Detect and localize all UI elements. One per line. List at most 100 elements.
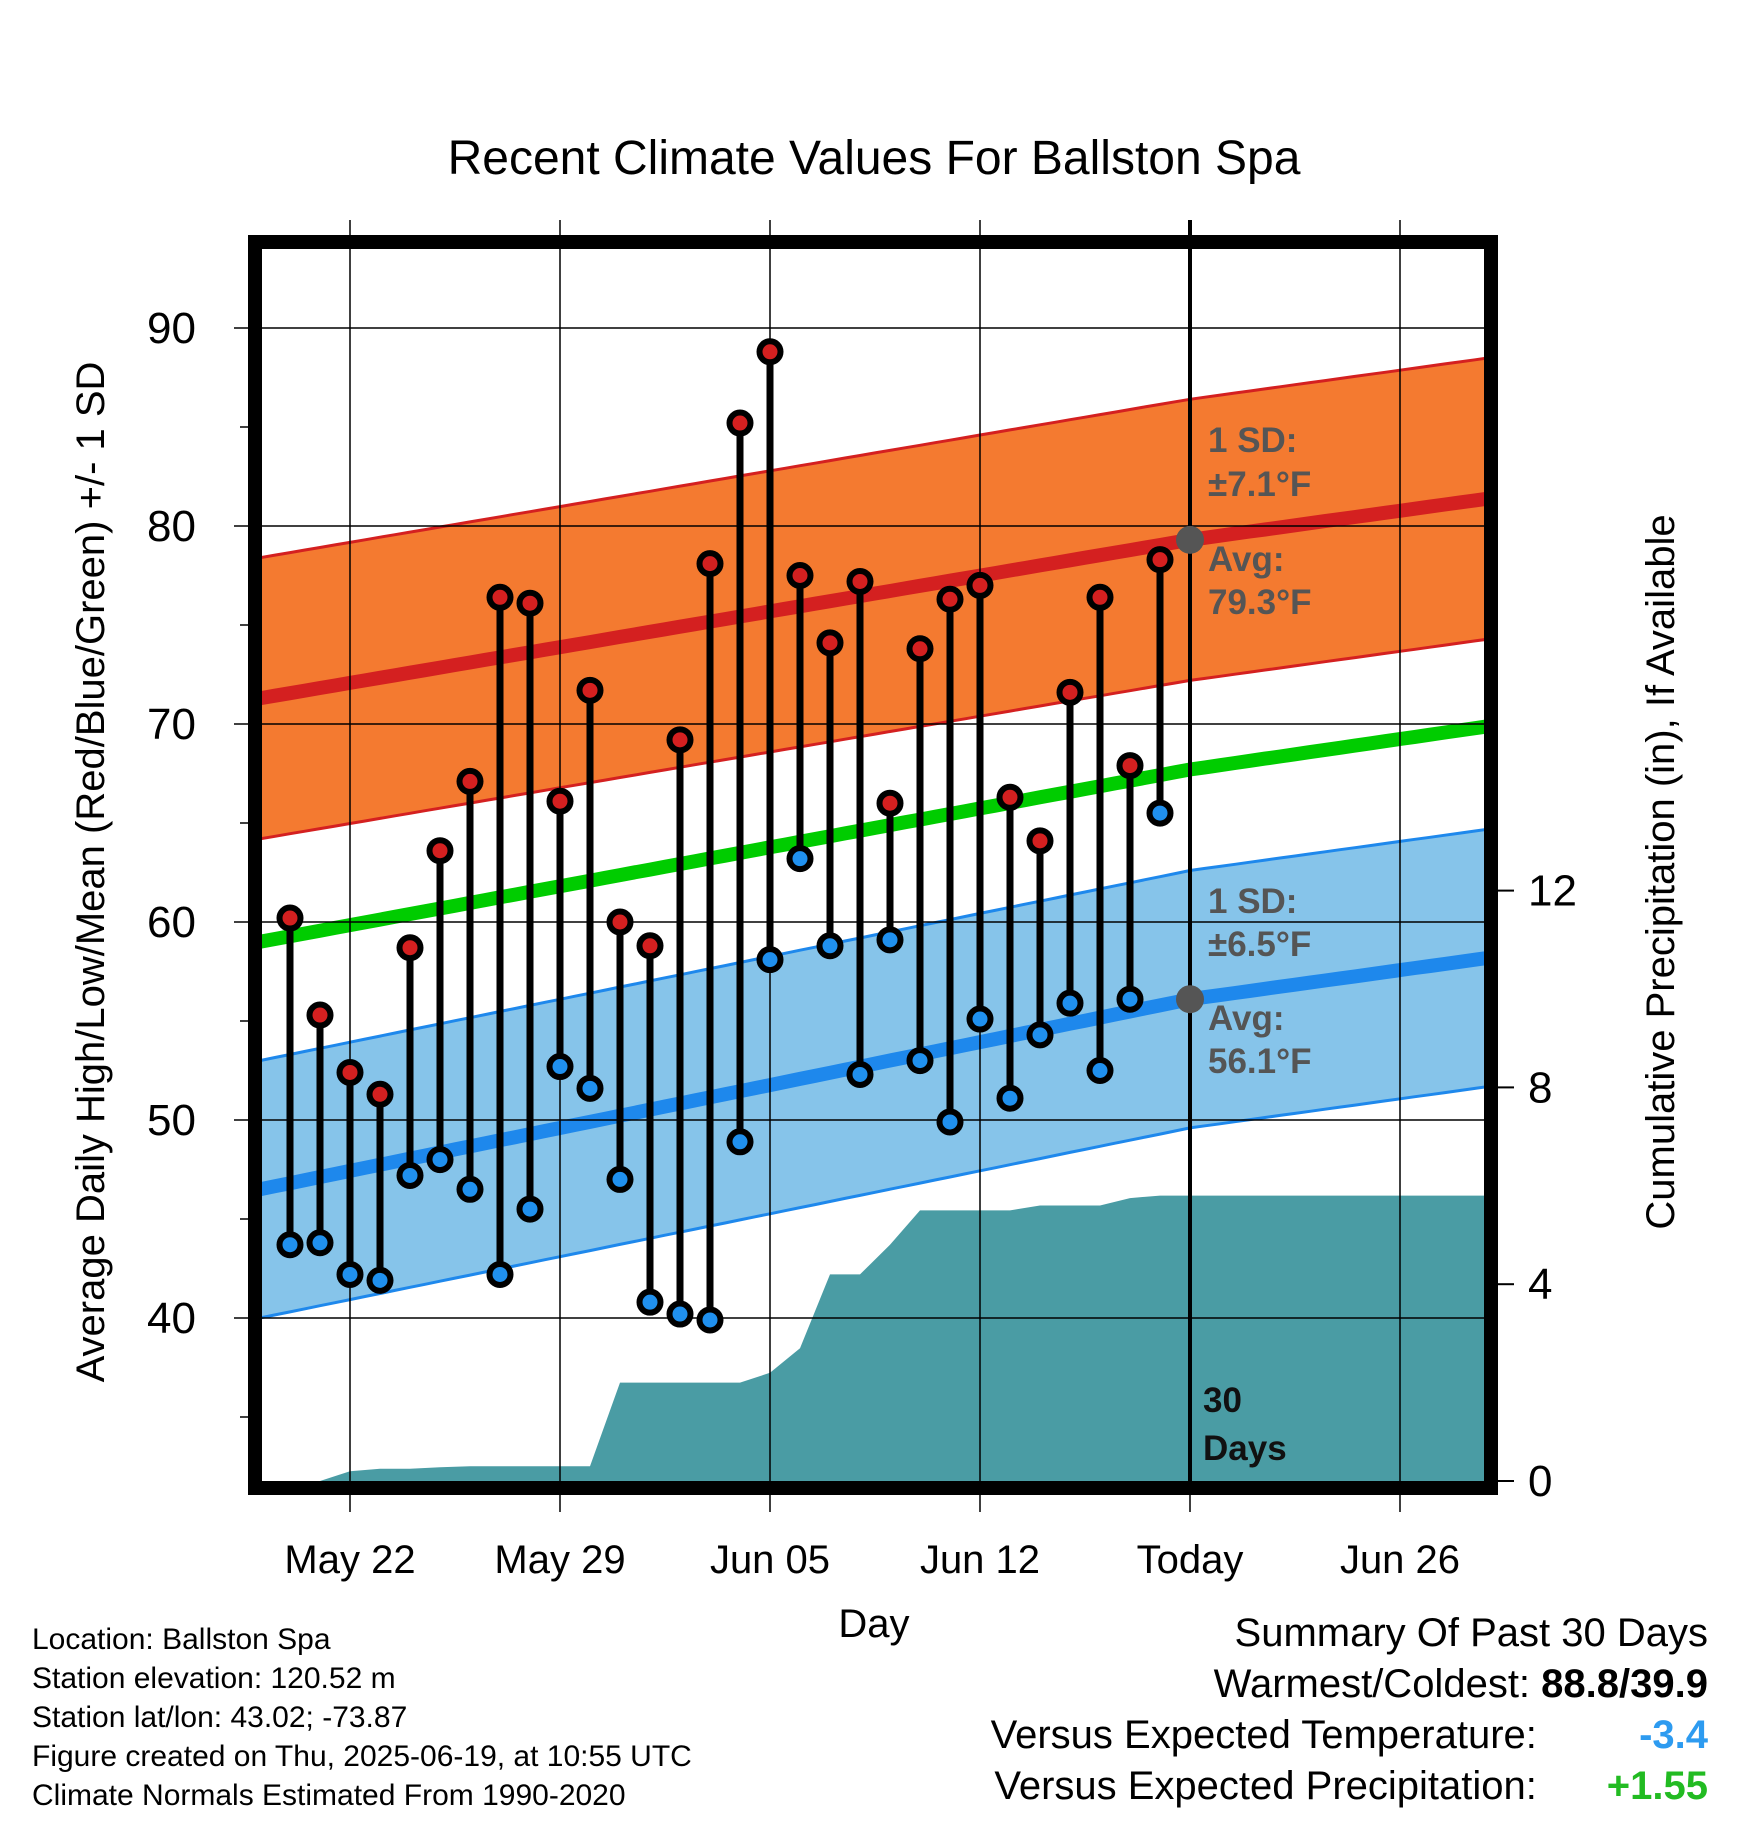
right-axis-tick-label: 8: [1528, 1063, 1552, 1112]
precip-anomaly-label: Versus Expected Precipitation:: [994, 1764, 1537, 1808]
daily-low-point: [276, 1231, 304, 1259]
daily-low-point: [726, 1128, 754, 1156]
low-avg-label: Avg:: [1208, 999, 1284, 1038]
left-axis-tick-label: 50: [147, 1096, 196, 1145]
y-axis-label-left: Average Daily High/Low/Mean (Red/Blue/Gr…: [69, 362, 113, 1383]
today-high-avg-marker: [1176, 525, 1204, 554]
low-sd-annotation: 1 SD: ±6.5°F Avg: 56.1°F: [1208, 882, 1312, 1081]
bottom-axis-tick-label: Jun 12: [920, 1538, 1040, 1582]
daily-high-point: [606, 908, 634, 936]
daily-low-point: [696, 1306, 724, 1334]
created-text: Figure created on Thu, 2025-06-19, at 10…: [32, 1740, 692, 1773]
period-annotation: 30 Days: [1203, 1381, 1287, 1468]
daily-low-point: [336, 1260, 364, 1288]
normal-high-band-upper-edge: [262, 357, 1484, 559]
left-axis-ticks: [234, 327, 248, 1418]
left-axis-tick-label: 80: [147, 502, 196, 551]
y-axis-label-right: Cumulative Precipitation (in), If Availa…: [1639, 514, 1683, 1229]
today-low-avg-marker: [1176, 985, 1204, 1014]
plot-frame: [248, 235, 1498, 1495]
right-axis-tick-label: 0: [1528, 1457, 1552, 1506]
daily-high-point: [816, 629, 844, 657]
daily-high-point: [1056, 678, 1084, 706]
daily-high-point: [1086, 583, 1114, 611]
chart-title: Recent Climate Values For Ballston Spa: [448, 132, 1301, 185]
daily-low-point: [816, 932, 844, 960]
daily-low-point: [546, 1053, 574, 1081]
daily-high-point: [696, 550, 724, 578]
normal-mean-line: [262, 719, 1484, 949]
daily-high-point: [726, 409, 754, 437]
daily-low-point: [486, 1260, 514, 1288]
daily-high-point: [1026, 827, 1054, 855]
period-count: 30: [1203, 1381, 1242, 1420]
bottom-axis-tick-label: Today: [1137, 1538, 1244, 1582]
bottom-axis-tick-label: Jun 05: [710, 1538, 830, 1582]
daily-low-point: [906, 1047, 934, 1075]
location-text: Location: Ballston Spa: [32, 1623, 331, 1656]
right-axis-tick-label: 4: [1528, 1260, 1552, 1309]
daily-low-point: [666, 1300, 694, 1328]
daily-high-point: [516, 589, 544, 617]
period-unit: Days: [1203, 1429, 1287, 1468]
summary-precip-row: Versus Expected Precipitation: +1.55: [991, 1761, 1708, 1812]
right-axis-ticks: [1498, 889, 1514, 1482]
daily-high-point: [876, 789, 904, 817]
normal-high-band-lower-edge: [262, 638, 1484, 840]
daily-high-point: [966, 571, 994, 599]
station-info: Location: Ballston Spa Station elevation…: [32, 1620, 692, 1815]
left-axis-tick-label: 60: [147, 898, 196, 947]
temp-anomaly-label: Versus Expected Temperature:: [990, 1713, 1537, 1757]
daily-high-point: [546, 787, 574, 815]
daily-low-point: [756, 946, 784, 974]
left-axis-tick-label: 90: [147, 304, 196, 353]
daily-low-point: [306, 1229, 334, 1257]
summary-heading: Summary Of Past 30 Days: [1234, 1611, 1708, 1655]
summary-temp-row: Versus Expected Temperature: -3.4: [991, 1710, 1708, 1761]
daily-high-point: [996, 783, 1024, 811]
normal-low-band-lower-edge: [262, 1085, 1484, 1320]
daily-high-point: [636, 932, 664, 960]
high-sd-annotation: 1 SD: ±7.1°F Avg: 79.3°F: [1208, 421, 1312, 622]
daily-high-point: [576, 676, 604, 704]
left-axis-tick-label: 40: [147, 1294, 196, 1343]
daily-high-point: [396, 934, 424, 962]
daily-high-point: [336, 1058, 364, 1086]
daily-low-point: [1026, 1021, 1054, 1049]
daily-high-point: [366, 1080, 394, 1108]
daily-high-point: [906, 635, 934, 663]
bottom-axis-tick-label: May 22: [284, 1538, 415, 1582]
summary-warm-cold-row: Warmest/Coldest: 88.8/39.9: [991, 1659, 1708, 1710]
daily-low-point: [1146, 799, 1174, 827]
daily-low-point: [576, 1074, 604, 1102]
daily-low-point: [396, 1161, 424, 1189]
daily-high-point: [786, 562, 814, 589]
normal-low-avg-line: [262, 951, 1484, 1197]
temp-anomaly-value: -3.4: [1639, 1713, 1708, 1757]
daily-low-point: [876, 926, 904, 954]
bottom-axis-ticks: [349, 1495, 1401, 1512]
daily-low-point: [966, 1005, 994, 1033]
daily-low-point: [1056, 989, 1084, 1017]
daily-high-point: [1116, 752, 1144, 780]
daily-high-point: [456, 767, 484, 795]
precip-area: [290, 1195, 1484, 1481]
daily-high-point: [276, 904, 304, 932]
low-avg-value: 56.1°F: [1208, 1042, 1312, 1081]
right-axis-tick-label: 12: [1528, 867, 1577, 916]
elevation-text: Station elevation: 120.52 m: [32, 1662, 396, 1695]
warm-cold-label: Warmest/Coldest:: [1213, 1662, 1531, 1706]
low-sd-label: 1 SD:: [1208, 882, 1297, 921]
bottom-axis-tick-label: May 29: [494, 1538, 625, 1582]
normal-low-band-upper-edge: [262, 828, 1484, 1062]
daily-low-point: [426, 1146, 454, 1174]
daily-low-point: [846, 1060, 874, 1088]
high-sd-label: 1 SD:: [1208, 421, 1297, 460]
plot-area: 40 50 60 70 80 90 0 4 8 12 May 22 May 29 Jun 05 Jun 1…: [147, 220, 1577, 1582]
daily-high-point: [846, 567, 874, 595]
latlon-text: Station lat/lon: 43.02; -73.87: [32, 1701, 408, 1734]
daily-low-point: [456, 1175, 484, 1203]
daily-low-point: [996, 1084, 1024, 1112]
daily-low-point: [366, 1266, 394, 1294]
